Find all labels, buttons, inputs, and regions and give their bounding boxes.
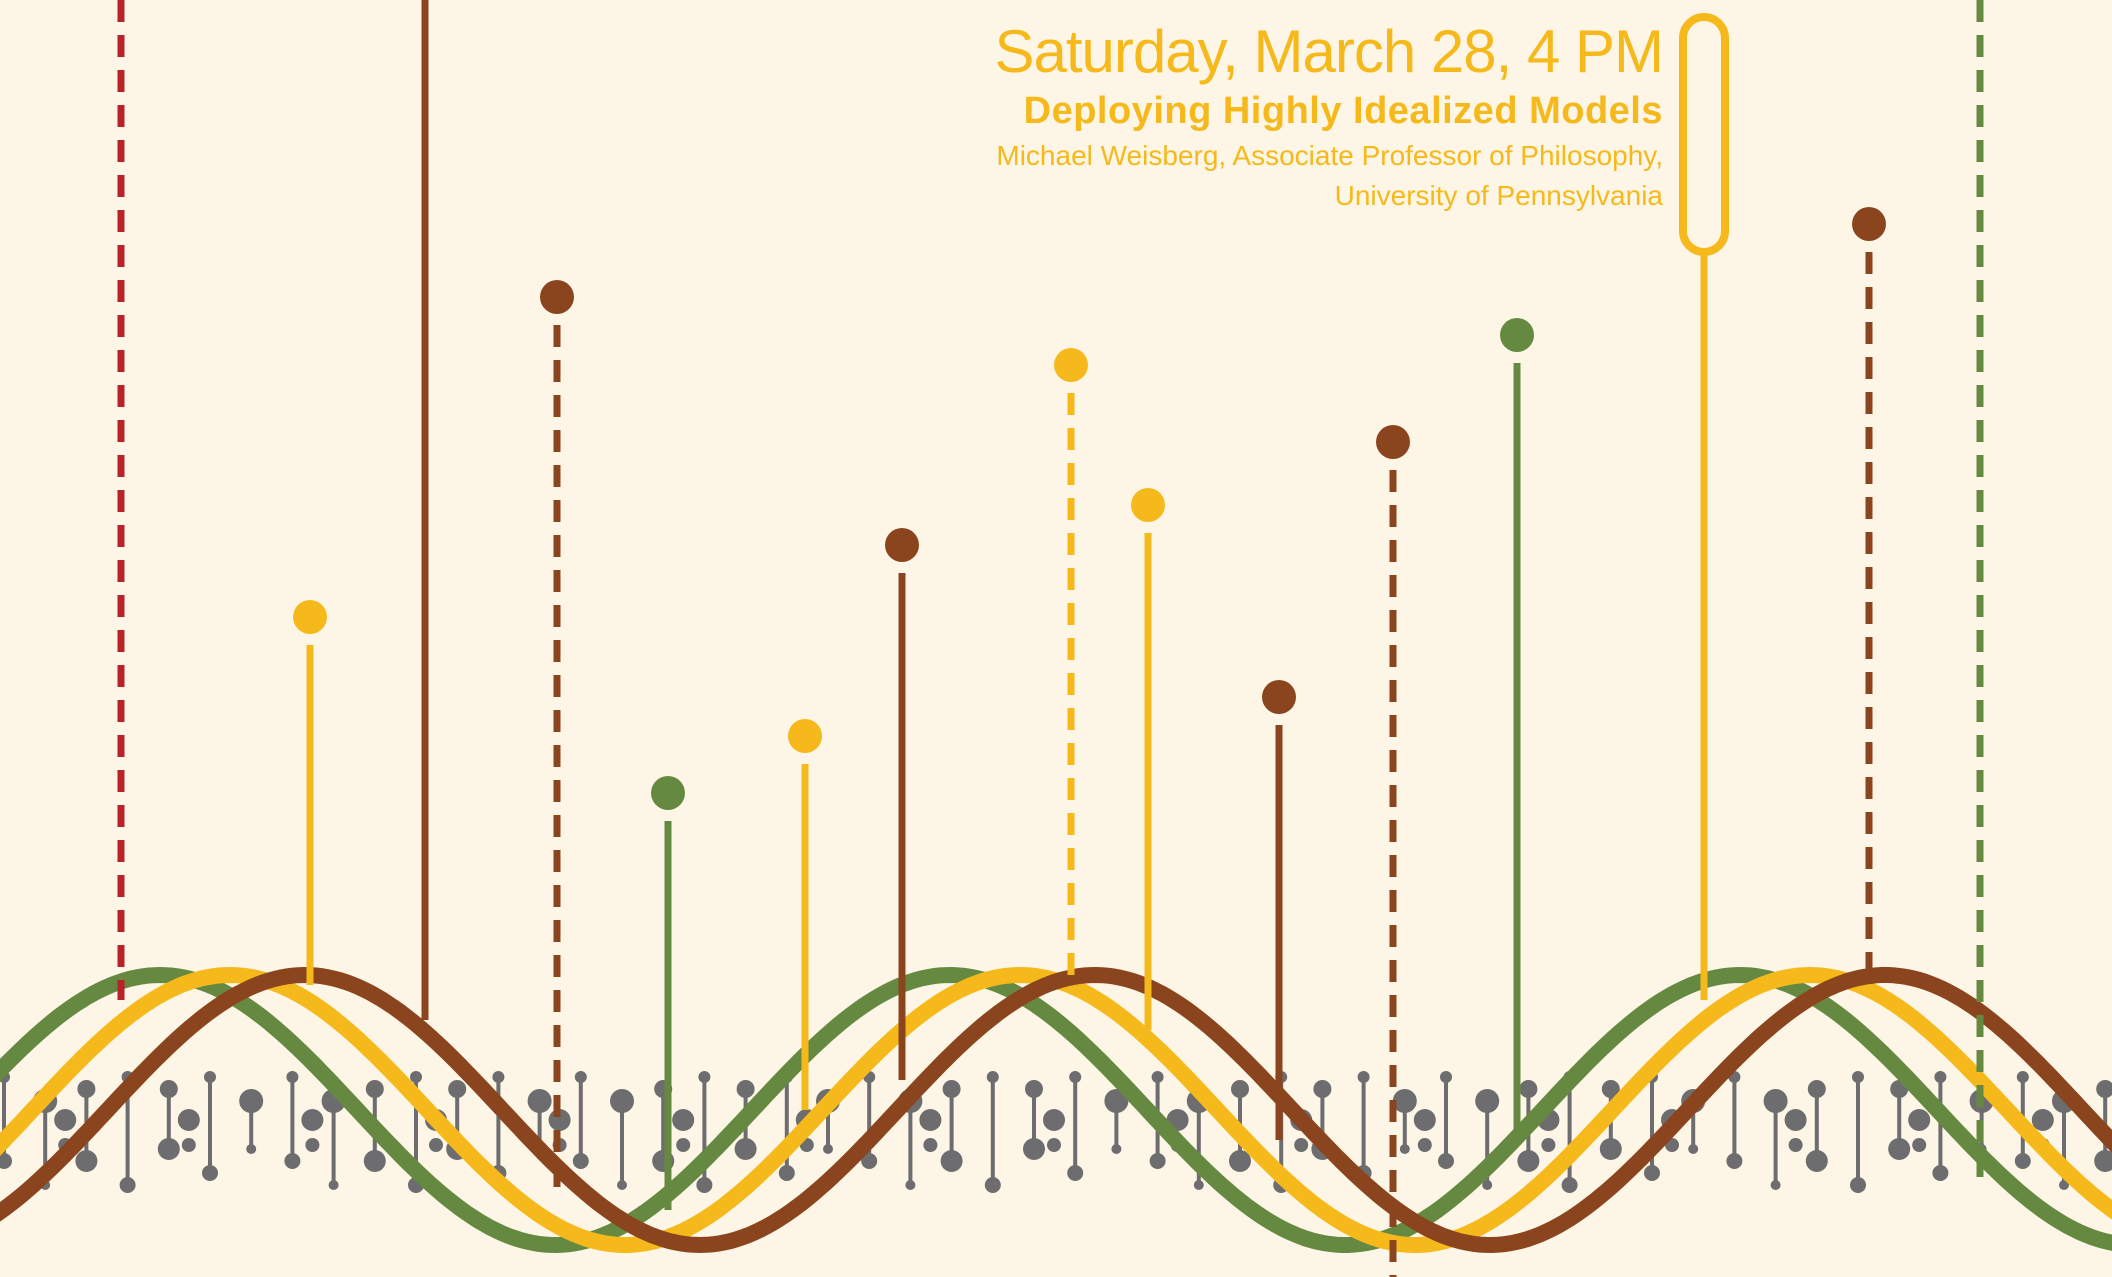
green-solid-pin bbox=[1500, 318, 1534, 1130]
ladder-pin bbox=[984, 1071, 1001, 1193]
pin-dot bbox=[1852, 207, 1886, 241]
pin-dot bbox=[540, 280, 574, 314]
yellow-solid-pin bbox=[1131, 488, 1165, 1030]
event-info: Saturday, March 28, 4 PM Deploying Highl… bbox=[994, 18, 1664, 216]
yellow-solid-pin bbox=[293, 600, 327, 985]
ladder-pin bbox=[1850, 1071, 1866, 1193]
ladder-pin bbox=[1067, 1071, 1084, 1181]
ladder-pin bbox=[490, 1071, 507, 1181]
pin-dot bbox=[293, 600, 327, 634]
gray-ladder-pins bbox=[0, 1071, 2112, 1193]
ladder-pin bbox=[2094, 1080, 2112, 1172]
pin-capsule bbox=[1679, 13, 1729, 256]
pin-dot bbox=[1500, 318, 1534, 352]
pin-dot bbox=[1054, 348, 1088, 382]
ladder-pin bbox=[1355, 1071, 1372, 1181]
brown-wave bbox=[0, 966, 2112, 1254]
event-speaker: Michael Weisberg, Associate Professor of… bbox=[996, 140, 1663, 171]
ladder-pin bbox=[239, 1089, 264, 1154]
ladder-pin bbox=[1438, 1071, 1454, 1169]
ladder-pin bbox=[1023, 1080, 1065, 1160]
ladder-pin bbox=[610, 1089, 634, 1190]
brown-dashed-pin bbox=[1852, 207, 1886, 975]
ladder-pin bbox=[652, 1080, 695, 1172]
event-date: Saturday, March 28, 4 PM bbox=[994, 18, 1664, 85]
event-affiliation: University of Pennsylvania bbox=[1334, 180, 1663, 211]
brown-solid-pin bbox=[885, 528, 919, 1080]
ladder-pin bbox=[1104, 1089, 1129, 1154]
pin-dot bbox=[651, 776, 685, 810]
ladder-pin bbox=[0, 1071, 12, 1169]
ladder-pin bbox=[1763, 1089, 1807, 1190]
pin-dot bbox=[1262, 680, 1296, 714]
brown-dashed-pin bbox=[1376, 425, 1410, 1277]
ladder-pin bbox=[1805, 1080, 1828, 1172]
ladder-pin bbox=[202, 1071, 218, 1181]
pin-dot bbox=[1131, 488, 1165, 522]
dna-helix-waves bbox=[0, 966, 2112, 1254]
green-solid-pin bbox=[651, 776, 685, 1210]
ladder-pin bbox=[1932, 1071, 1949, 1181]
lollipop-pins bbox=[117, 0, 1984, 1277]
event-title: Deploying Highly Idealized Models bbox=[1023, 90, 1663, 132]
ladder-pin bbox=[1392, 1089, 1436, 1154]
ladder-pin bbox=[284, 1071, 324, 1169]
ladder-pin bbox=[940, 1080, 963, 1172]
ladder-pin bbox=[1726, 1071, 1743, 1169]
pin-dot bbox=[1376, 425, 1410, 459]
ladder-pin bbox=[572, 1071, 589, 1169]
pin-dot bbox=[885, 528, 919, 562]
ladder-pin bbox=[157, 1080, 200, 1160]
brown-dashed-pin bbox=[540, 280, 574, 1200]
yellow-solid-pin bbox=[1679, 13, 1729, 1000]
brown-solid-pin bbox=[1262, 680, 1296, 1140]
yellow-solid-pin bbox=[788, 719, 822, 1110]
pin-dot bbox=[788, 719, 822, 753]
yellow-dashed-pin bbox=[1054, 348, 1088, 985]
